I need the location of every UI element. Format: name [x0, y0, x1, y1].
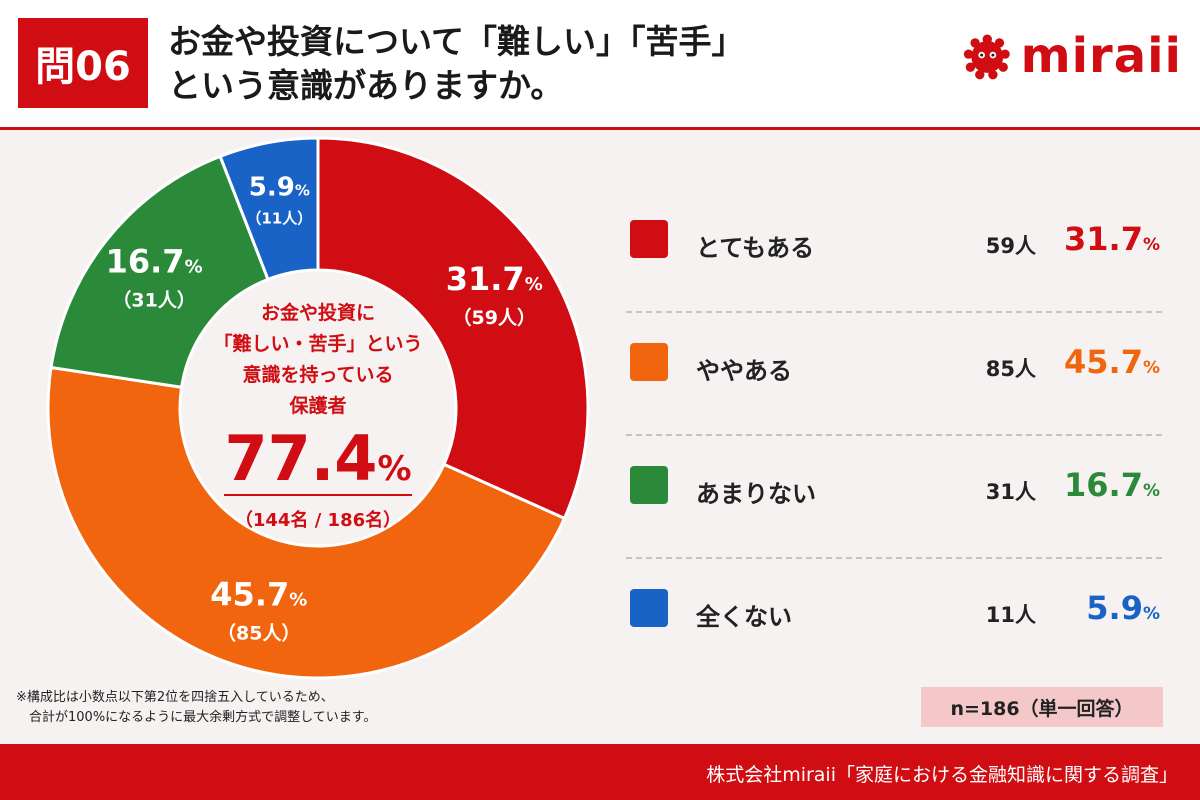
legend-row: とてもある 59人 31.7%: [626, 190, 1162, 313]
slice-percent-label: 16.7%: [106, 243, 203, 281]
sample-size-badge: n=186（単一回答）: [921, 687, 1163, 727]
miraii-logo: miraii: [962, 26, 1182, 86]
footnote-line-2: 合計が100%になるように最大余剰方式で調整しています。: [16, 710, 377, 725]
legend-count: 31人: [985, 480, 1036, 504]
legend-percent: 5.9%: [1086, 589, 1160, 627]
footnote-line-1: ※構成比は小数点以下第2位を四捨五入しているため、: [16, 690, 334, 705]
question-title-line-2: という意識がありますか。: [168, 66, 564, 105]
slice-count-label: （85人）: [217, 621, 300, 644]
donut-chart: 31.7%（59人）45.7%（85人）16.7%（31人）5.9%（11人） …: [46, 136, 590, 680]
header-divider: [0, 127, 1200, 130]
legend-swatch: [630, 466, 668, 504]
slice-count-label: （11人）: [246, 210, 312, 228]
slice-count-label: （31人）: [112, 289, 195, 312]
legend-count: 85人: [985, 357, 1036, 381]
question-title-line-1: お金や投資について「難しい」「苦手」: [168, 22, 745, 61]
slice-percent-label: 31.7%: [446, 260, 543, 298]
legend: とてもある 59人 31.7% ややある 85人 45.7% あまりない 31人…: [626, 190, 1162, 680]
header: 問06 お金や投資について「難しい」「苦手」 という意識がありますか。 mira…: [0, 0, 1200, 130]
donut-slice: [316, 136, 590, 521]
legend-label: 全くない: [696, 603, 792, 631]
legend-count: 59人: [985, 234, 1036, 258]
legend-swatch: [630, 343, 668, 381]
donut-slice: [218, 136, 320, 282]
slice-count-label: （59人）: [453, 306, 536, 329]
center-line-3: 意識を持っている: [242, 363, 393, 386]
slice-percent-label: 45.7%: [210, 575, 307, 613]
center-line-4: 保護者: [288, 394, 346, 417]
legend-label: とてもある: [696, 234, 815, 262]
slice-labels: 31.7% （59人） 45.7% （85人） 16.7% （31人） 5.9% （11人）: [106, 173, 543, 645]
legend-swatch: [630, 220, 668, 258]
center-sub: （144名 / 186名）: [235, 509, 401, 531]
legend-label: ややある: [696, 357, 792, 385]
footnote: ※構成比は小数点以下第2位を四捨五入しているため、 合計が100%になるように最…: [16, 688, 376, 728]
center-big-value: 77.4%: [224, 422, 411, 495]
slice-percent-label: 5.9%: [249, 173, 310, 203]
legend-percent: 31.7%: [1064, 220, 1160, 258]
legend-row: あまりない 31人 16.7%: [626, 436, 1162, 559]
donut-slice: [49, 154, 270, 389]
legend-count: 11人: [985, 603, 1036, 627]
logo-text: miraii: [1020, 28, 1182, 84]
question-title: お金や投資について「難しい」「苦手」 という意識がありますか。: [168, 20, 888, 108]
footer-source: 株式会社miraii「家庭における金融知識に関する調査」: [706, 764, 1178, 786]
legend-swatch: [630, 589, 668, 627]
question-number-badge: 問06: [18, 18, 148, 108]
legend-percent: 45.7%: [1064, 343, 1160, 381]
legend-row: ややある 85人 45.7%: [626, 313, 1162, 436]
center-line-1: お金や投資に: [261, 301, 375, 324]
center-line-2: 「難しい・苦手」という: [213, 332, 422, 355]
donut-slices: [46, 136, 590, 680]
donut-slice: [46, 365, 567, 680]
mascot-icon: [963, 34, 1010, 80]
legend-percent: 16.7%: [1064, 466, 1160, 504]
legend-label: あまりない: [696, 480, 816, 508]
footer-bar: 株式会社miraii「家庭における金融知識に関する調査」: [0, 744, 1200, 800]
center-summary: お金や投資に 「難しい・苦手」という 意識を持っている 保護者 77.4% （1…: [213, 301, 422, 531]
legend-row: 全くない 11人 5.9%: [626, 559, 1162, 680]
